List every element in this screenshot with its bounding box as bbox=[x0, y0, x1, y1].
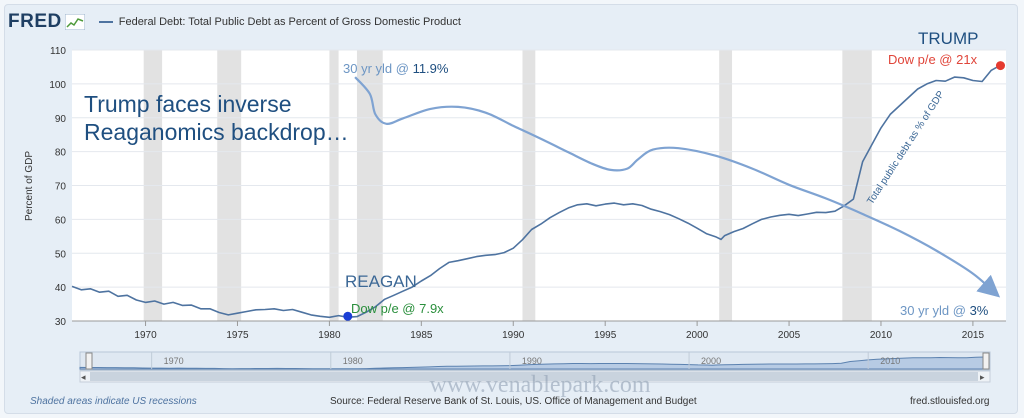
fred-spark-icon bbox=[64, 14, 85, 30]
y-tick-label: 30 bbox=[55, 317, 67, 328]
recessions-note: Shaded areas indicate US recessions bbox=[30, 396, 197, 407]
axes: 30 40 50 60 70 80 90 100 110 1970 1975 1980 1985 1990… bbox=[49, 46, 1006, 341]
reagan-dow-label: Dow p/e @ 7.9x bbox=[351, 301, 444, 316]
navigator-scroll-left-icon[interactable]: ◂ bbox=[81, 373, 86, 383]
y-axis-label: Percent of GDP bbox=[24, 151, 35, 221]
y-tick-label: 100 bbox=[49, 80, 66, 91]
navigator-tick-label: 1970 bbox=[164, 356, 184, 366]
yield-curve-layer bbox=[354, 76, 1001, 298]
navigator-tick-label: 2010 bbox=[880, 356, 900, 366]
x-tick-label: 1985 bbox=[410, 330, 433, 341]
x-tick-label: 2015 bbox=[962, 330, 985, 341]
x-tick-label: 1975 bbox=[226, 330, 249, 341]
marker-layer bbox=[343, 61, 1005, 321]
fred-logo[interactable]: FRED bbox=[8, 11, 62, 32]
navigator-handle-left[interactable] bbox=[85, 352, 93, 370]
trump-marker bbox=[995, 61, 1005, 71]
navigator-tick-label: 2000 bbox=[701, 356, 721, 366]
navigator-scroll-right-icon[interactable]: ▸ bbox=[980, 373, 985, 383]
chart-header: FRED Federal Debt: Total Public Debt as … bbox=[8, 10, 461, 34]
headline-line-2: Reaganomics backdrop… bbox=[84, 119, 349, 145]
navigator-tick-label: 1990 bbox=[522, 356, 542, 366]
source-note: Source: Federal Reserve Bank of St. Loui… bbox=[330, 396, 697, 407]
y-tick-label: 70 bbox=[55, 182, 67, 193]
yield-2016-prefix: 30 yr yld @ bbox=[900, 303, 970, 318]
site-link[interactable]: fred.stlouisfed.org bbox=[910, 396, 990, 407]
navigator-scroll-thumb[interactable] bbox=[90, 372, 978, 381]
y-tick-label: 60 bbox=[55, 215, 67, 226]
x-tick-label: 1990 bbox=[502, 330, 525, 341]
reagan-marker bbox=[343, 311, 353, 321]
yield-curve-arrow bbox=[354, 76, 1001, 298]
yield-1981-label: 30 yr yld @ 11.9% bbox=[343, 61, 449, 76]
y-tick-label: 50 bbox=[55, 249, 67, 260]
chart-title: Federal Debt: Total Public Debt as Perce… bbox=[118, 16, 461, 28]
y-tick-label: 80 bbox=[55, 148, 67, 159]
y-tick-label: 40 bbox=[55, 283, 67, 294]
x-tick-label: 2000 bbox=[686, 330, 709, 341]
y-tick-label: 110 bbox=[50, 46, 66, 57]
trump-dow-label: Dow p/e @ 21x bbox=[888, 52, 978, 67]
navigator-ticks: 1970 1980 1990 2000 2010 bbox=[151, 352, 900, 369]
yield-1981-value: 11.9% bbox=[413, 61, 449, 76]
yield-2016-value: 3% bbox=[970, 303, 989, 318]
legend-line-swatch bbox=[98, 21, 113, 23]
x-tick-label: 1995 bbox=[594, 330, 617, 341]
reagan-label: REAGAN bbox=[345, 272, 417, 291]
x-tick-label: 1980 bbox=[318, 330, 341, 341]
navigator-handle-right[interactable] bbox=[982, 352, 990, 370]
y-tick-label: 90 bbox=[55, 114, 67, 125]
range-navigator[interactable]: 1970 1980 1990 2000 2010 ◂ ▸ bbox=[79, 351, 991, 383]
headline-line-1: Trump faces inverse bbox=[84, 91, 292, 117]
watermark: www.venablepark.com bbox=[429, 372, 650, 398]
navigator-series-area bbox=[79, 356, 986, 370]
yield-2016-label: 30 yr yld @ 3% bbox=[900, 303, 989, 318]
x-tick-label: 1970 bbox=[134, 330, 157, 341]
x-tick-label: 2005 bbox=[778, 330, 801, 341]
trump-label: TRUMP bbox=[918, 29, 978, 48]
navigator-tick-label: 1980 bbox=[343, 356, 363, 366]
yield-1981-prefix: 30 yr yld @ bbox=[343, 61, 413, 76]
x-tick-label: 2010 bbox=[870, 330, 893, 341]
